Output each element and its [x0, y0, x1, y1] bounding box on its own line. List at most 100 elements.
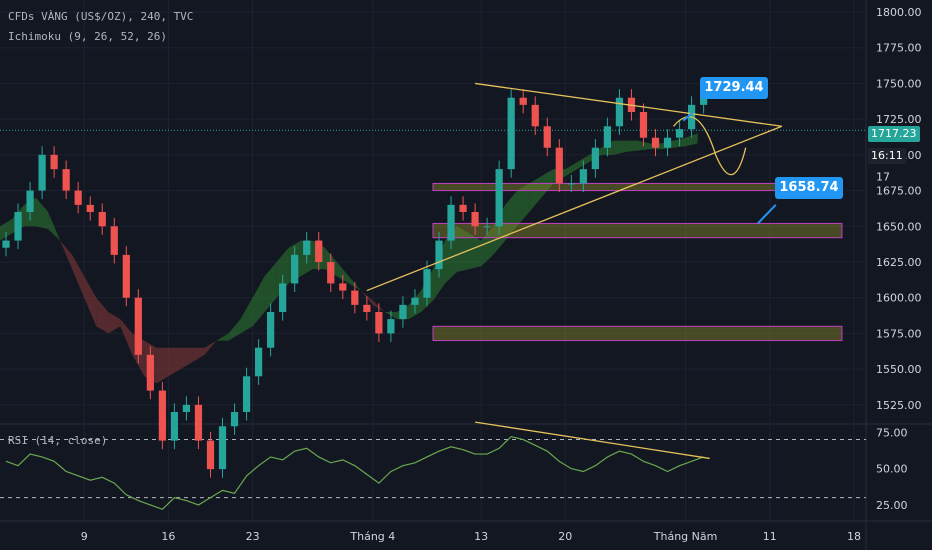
candle-body-0 — [2, 240, 10, 248]
rsi-legend: RSI (14, close) — [8, 434, 108, 447]
candle-body-46 — [555, 147, 563, 184]
cloud-segment-29 — [348, 276, 361, 291]
cloud-segment-16 — [192, 347, 205, 362]
candle-body-17 — [206, 440, 215, 470]
symbol-legend: CFDs VÀNG (US$/OZ), 240, TVC — [8, 10, 194, 23]
candle-body-33 — [399, 304, 407, 320]
price-tick-partial: 17 — [876, 170, 890, 183]
time-tick-0: 9 — [81, 530, 88, 543]
candle-body-23 — [279, 283, 287, 312]
candle-body-13 — [158, 390, 166, 441]
price-tick-5: 1675.00 — [876, 185, 922, 198]
candle-body-18 — [218, 426, 227, 470]
candle-body-19 — [230, 412, 239, 427]
candle-body-22 — [267, 312, 275, 348]
time-tick-4: 13 — [474, 530, 488, 543]
cloud-segment-7 — [84, 276, 97, 327]
candle-body-44 — [531, 104, 539, 127]
callout-pointer-1 — [682, 112, 694, 122]
candle-body-38 — [459, 204, 467, 212]
cloud-segment-44 — [529, 176, 542, 212]
candle-body-15 — [182, 404, 191, 412]
cloud-segment-4 — [48, 212, 61, 241]
time-tick-5: 20 — [558, 530, 572, 543]
candle-body-16 — [194, 404, 203, 441]
time-tick-7: 11 — [763, 530, 777, 543]
candle-body-2 — [26, 190, 34, 212]
cloud-segment-10 — [120, 319, 133, 355]
cloud-segment-31 — [372, 300, 385, 312]
countdown-tag: 16:11 — [868, 148, 906, 164]
candle-body-29 — [351, 290, 359, 305]
cloud-segment-5 — [60, 240, 73, 270]
cloud-segment-57 — [685, 133, 698, 147]
cloud-segment-8 — [96, 297, 109, 334]
time-tick-6: Tháng Năm — [653, 530, 718, 543]
rsi-divergence-line — [474, 421, 710, 460]
candle-body-4 — [50, 154, 58, 170]
cloud-segment-51 — [613, 140, 626, 155]
candle-body-34 — [411, 297, 419, 305]
cloud-segment-28 — [336, 262, 349, 284]
cloud-segment-14 — [168, 347, 181, 377]
candle-body-28 — [339, 283, 347, 291]
candle-body-20 — [242, 376, 251, 412]
candle-body-10 — [122, 254, 130, 298]
candle-body-9 — [110, 226, 118, 255]
cloud-segment-39 — [469, 233, 482, 270]
candle-body-37 — [447, 204, 455, 241]
candle-body-56 — [675, 129, 684, 138]
cloud-segment-40 — [481, 226, 494, 267]
price-tick-0: 1800.00 — [876, 6, 922, 19]
time-tick-8: 18 — [847, 530, 861, 543]
price-tick-3: 1725.00 — [876, 113, 922, 126]
cloud-segment-6 — [72, 254, 85, 298]
cloud-segment-47 — [565, 162, 578, 177]
time-tick-2: 23 — [246, 530, 260, 543]
price-tick-8: 1600.00 — [876, 292, 922, 305]
candle-body-25 — [303, 240, 311, 255]
candle-body-31 — [375, 312, 383, 334]
cloud-segment-42 — [505, 190, 518, 241]
candle-body-49 — [591, 147, 599, 170]
candle-body-3 — [38, 154, 46, 191]
candle-body-21 — [254, 347, 263, 377]
candle-body-1 — [14, 212, 22, 241]
cloud-segment-3 — [36, 197, 49, 230]
rsi-tick-1: 50.00 — [876, 463, 908, 476]
candle-body-45 — [543, 126, 551, 148]
candle-body-42 — [507, 97, 515, 170]
candle-body-51 — [615, 97, 624, 127]
candle-body-32 — [387, 319, 395, 334]
cloud-segment-20 — [240, 297, 253, 334]
rsi-line — [5, 435, 704, 510]
time-tick-3: Tháng 4 — [349, 530, 395, 543]
candle-body-8 — [98, 212, 106, 227]
candle-body-11 — [134, 297, 142, 355]
cloud-segment-22 — [264, 262, 277, 312]
candle-body-48 — [579, 169, 587, 184]
price-tick-10: 1550.00 — [876, 363, 922, 376]
indicator-legend: Ichimoku (9, 26, 52, 26) — [8, 30, 167, 43]
candle-body-47 — [567, 183, 575, 185]
price-tick-1: 1775.00 — [876, 42, 922, 55]
cloud-segment-13 — [156, 347, 169, 384]
candle-body-54 — [651, 137, 660, 148]
zone-0 — [432, 222, 843, 239]
triangle-upper-line — [475, 82, 782, 127]
candle-body-5 — [62, 169, 70, 191]
triangle-lower-line — [366, 125, 783, 292]
candle-body-55 — [663, 137, 672, 148]
candle-body-24 — [291, 254, 299, 284]
cloud-segment-52 — [625, 140, 638, 152]
candle-body-43 — [519, 97, 527, 105]
cloud-segment-15 — [180, 347, 193, 370]
cloud-segment-19 — [228, 319, 241, 341]
cloud-segment-9 — [108, 312, 121, 334]
candle-body-26 — [315, 240, 323, 262]
candle-body-36 — [435, 240, 443, 270]
candle-body-6 — [74, 190, 82, 205]
rsi-tick-2: 25.00 — [876, 499, 908, 512]
price-tick-2: 1750.00 — [876, 77, 922, 90]
